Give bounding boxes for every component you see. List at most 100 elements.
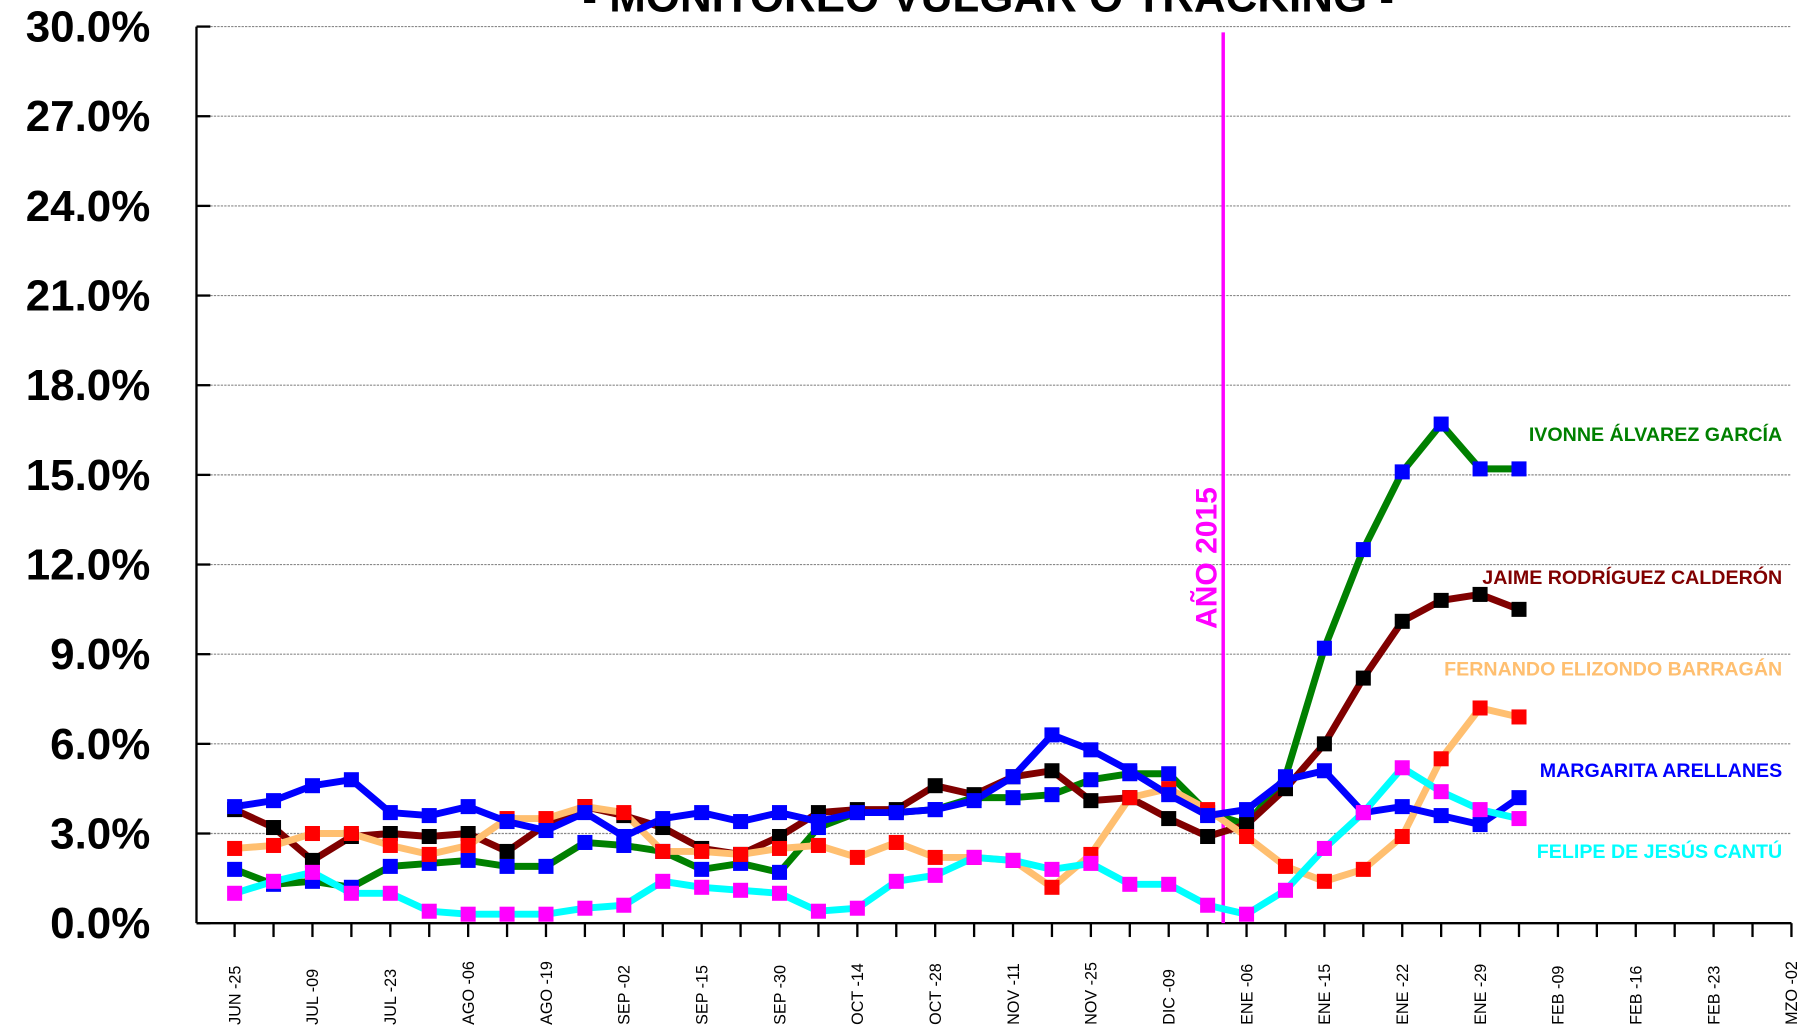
series-marker xyxy=(810,903,826,919)
y-tick-label: 30.0% xyxy=(26,3,151,52)
x-tick-label: NOV -25 xyxy=(1083,962,1101,1025)
y-tick-label: 0.0% xyxy=(50,899,150,948)
series-label: JAIME RODRÍGUEZ CALDERÓN xyxy=(1482,565,1782,589)
series-marker xyxy=(1433,808,1449,824)
series-marker xyxy=(888,834,904,850)
series-marker xyxy=(1316,736,1332,752)
series-marker xyxy=(1122,763,1138,779)
series-marker xyxy=(1355,861,1371,877)
series-marker xyxy=(655,873,671,889)
series-marker xyxy=(304,778,320,794)
series-marker xyxy=(1355,805,1371,821)
series-label: FERNANDO ELIZONDO BARRAGÁN xyxy=(1444,657,1782,680)
x-tick-label: ENE -29 xyxy=(1472,964,1490,1025)
x-tick-label: ENE -15 xyxy=(1316,964,1334,1025)
series-marker xyxy=(304,825,320,842)
series-marker xyxy=(1472,700,1488,716)
series-marker xyxy=(733,846,749,862)
series-marker xyxy=(304,852,320,868)
series-marker xyxy=(227,861,243,877)
series-marker xyxy=(577,834,593,850)
series-marker xyxy=(266,873,282,889)
series-marker xyxy=(499,814,515,830)
series-marker xyxy=(1200,828,1216,845)
series-marker xyxy=(1394,464,1410,480)
series-marker xyxy=(382,885,398,901)
series-marker xyxy=(733,882,749,898)
x-tick-label: ENE -06 xyxy=(1238,964,1256,1025)
series-marker xyxy=(771,885,788,901)
series-marker xyxy=(421,828,437,845)
y-tick-label: 27.0% xyxy=(26,92,151,141)
series-marker xyxy=(1083,742,1099,758)
series-marker xyxy=(1394,760,1410,776)
series-marker xyxy=(1394,799,1410,815)
series-marker xyxy=(888,805,904,821)
series-marker xyxy=(1044,879,1060,895)
series-marker xyxy=(771,864,788,880)
series-marker xyxy=(266,837,282,853)
series-marker xyxy=(382,837,398,853)
series-marker xyxy=(538,811,554,827)
series-marker xyxy=(227,885,243,901)
series-marker xyxy=(694,805,710,821)
series-label: MARGARITA ARELLANES xyxy=(1540,760,1782,782)
x-tick-label: AGO -06 xyxy=(460,961,478,1025)
x-tick-label: SEP -15 xyxy=(693,965,711,1025)
series-label: IVONNE ÁLVAREZ GARCÍA xyxy=(1529,423,1782,446)
series-marker xyxy=(849,805,865,821)
series-marker xyxy=(1355,670,1371,686)
series-marker xyxy=(1005,790,1021,806)
series-marker xyxy=(227,799,243,815)
series-marker xyxy=(460,825,476,842)
x-tick-label: JUN -25 xyxy=(226,966,244,1025)
series-marker xyxy=(343,772,359,788)
y-tick-label: 3.0% xyxy=(50,810,150,859)
series-marker xyxy=(655,843,671,859)
series-marker xyxy=(304,864,320,880)
series-marker xyxy=(1316,763,1332,779)
series-marker xyxy=(1083,855,1099,871)
series-marker xyxy=(1433,592,1449,608)
series-marker xyxy=(1511,709,1527,725)
series-marker xyxy=(460,837,476,853)
series-marker xyxy=(1277,858,1293,874)
series-marker xyxy=(460,852,476,868)
series-marker xyxy=(1433,751,1449,767)
series-marker xyxy=(1394,828,1410,845)
series-marker xyxy=(771,840,788,856)
series-marker xyxy=(1005,769,1021,785)
series-marker xyxy=(1200,808,1216,824)
series-marker xyxy=(849,900,865,916)
series-marker xyxy=(1277,772,1293,788)
series-marker xyxy=(1472,817,1488,833)
series-marker xyxy=(616,805,632,821)
series-marker xyxy=(266,793,282,809)
series-marker xyxy=(966,849,982,865)
series-marker xyxy=(810,814,826,830)
x-tick-label: JUL -23 xyxy=(382,969,400,1025)
series-marker xyxy=(1239,802,1255,818)
series-marker xyxy=(1433,416,1449,432)
series-marker xyxy=(421,808,437,824)
series-marker xyxy=(577,900,593,916)
series-marker xyxy=(849,849,865,865)
series-marker xyxy=(1200,897,1216,913)
x-tick-label: DIC -09 xyxy=(1160,969,1178,1025)
series-marker xyxy=(1161,811,1177,827)
series-marker xyxy=(538,906,554,922)
x-tick-label: JUL -09 xyxy=(304,969,322,1025)
series-marker xyxy=(460,906,476,922)
series-marker xyxy=(499,843,515,859)
series-marker xyxy=(1044,787,1060,803)
series-marker xyxy=(1433,784,1449,800)
y-tick-label: 18.0% xyxy=(26,361,151,410)
series-marker xyxy=(810,837,826,853)
series-marker xyxy=(1472,586,1488,602)
x-tick-label: FEB -16 xyxy=(1628,966,1646,1025)
series-marker xyxy=(966,793,982,809)
series-marker xyxy=(1239,828,1255,845)
series-marker xyxy=(343,825,359,842)
series-marker xyxy=(1083,772,1099,788)
series-marker xyxy=(1161,766,1177,782)
